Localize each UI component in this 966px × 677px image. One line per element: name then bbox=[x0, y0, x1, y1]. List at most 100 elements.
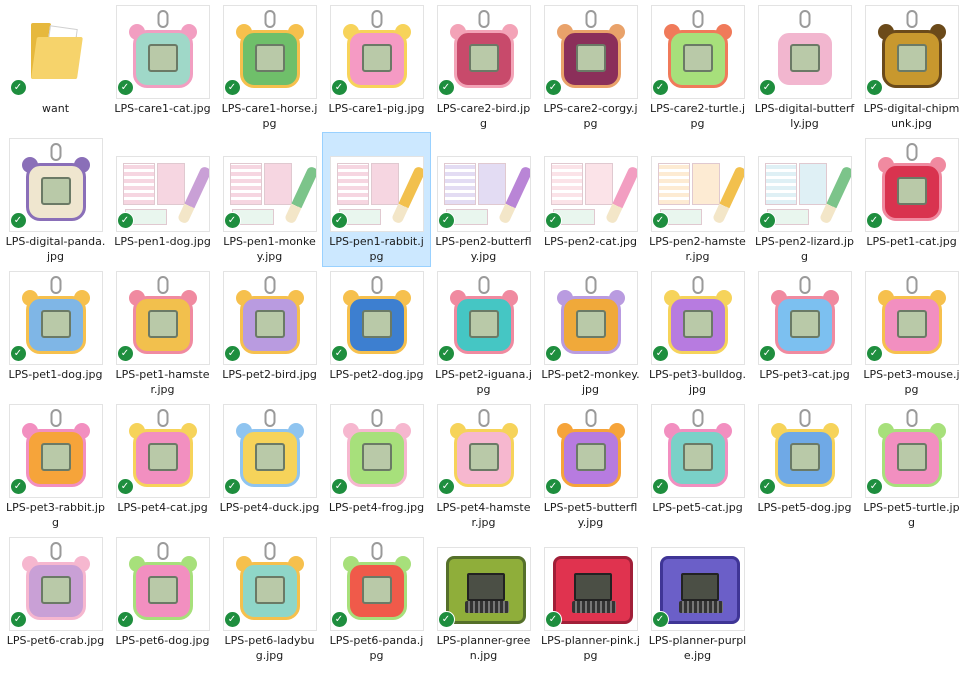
keychain-device-image bbox=[230, 276, 310, 360]
planner-device-image bbox=[445, 556, 526, 624]
file-item[interactable]: ✓ LPS-care1-horse.jpg bbox=[216, 0, 323, 133]
sync-status-check-icon: ✓ bbox=[865, 345, 883, 362]
planner-device-image bbox=[659, 556, 740, 624]
keychain-device-image bbox=[230, 10, 310, 94]
file-name-label: LPS-pet1-hamster.jpg bbox=[115, 368, 210, 396]
thumbnail-container: ✓ bbox=[220, 403, 320, 497]
image-thumbnail bbox=[116, 538, 209, 630]
thumbnail-container: ✓ bbox=[220, 4, 320, 98]
sync-status-check-icon: ✓ bbox=[865, 212, 883, 229]
sync-status-check-icon: ✓ bbox=[9, 345, 27, 362]
image-thumbnail bbox=[9, 272, 102, 364]
sync-status-check-icon: ✓ bbox=[544, 79, 562, 96]
file-item[interactable]: ✓ LPS-pet6-ladybug.jpg bbox=[216, 532, 323, 665]
file-item[interactable]: ✓ LPS-pet6-panda.jpg bbox=[323, 532, 430, 665]
file-item[interactable]: ✓ LPS-pet4-cat.jpg bbox=[109, 399, 216, 532]
stationery-set-image bbox=[333, 159, 423, 229]
file-item[interactable]: ✓ LPS-care2-corgy.jpg bbox=[537, 0, 644, 133]
sync-status-check-icon: ✓ bbox=[330, 611, 348, 628]
file-name-label: LPS-planner-purple.jpg bbox=[648, 634, 747, 662]
file-item[interactable]: ✓ LPS-pet4-duck.jpg bbox=[216, 399, 323, 532]
file-item[interactable]: ✓ LPS-pet1-hamster.jpg bbox=[109, 266, 216, 399]
file-item[interactable]: ✓ LPS-pet3-rabbit.jpg bbox=[2, 399, 109, 532]
keychain-device-image bbox=[872, 10, 952, 94]
file-name-label: LPS-pet3-mouse.jpg bbox=[863, 368, 960, 396]
thumbnail-container: ✓ bbox=[862, 137, 962, 231]
thumbnail-container: ✓ bbox=[541, 270, 641, 364]
sync-status-check-icon: ✓ bbox=[651, 478, 669, 495]
thumbnail-container: ✓ bbox=[541, 536, 641, 630]
file-item[interactable]: ✓ LPS-planner-green.jpg bbox=[430, 532, 537, 665]
image-thumbnail bbox=[437, 157, 530, 231]
file-item[interactable]: ✓ LPS-pen2-cat.jpg bbox=[537, 133, 644, 266]
file-item[interactable]: ✓ LPS-pet6-dog.jpg bbox=[109, 532, 216, 665]
file-name-label: LPS-digital-butterfly.jpg bbox=[754, 102, 855, 130]
file-item[interactable]: ✓ LPS-pet5-turtle.jpg bbox=[858, 399, 965, 532]
file-item[interactable]: ✓ LPS-pet2-dog.jpg bbox=[323, 266, 430, 399]
file-item[interactable]: ✓ LPS-pen2-lizard.jpg bbox=[751, 133, 858, 266]
image-thumbnail bbox=[651, 157, 744, 231]
keychain-device-image bbox=[337, 409, 417, 493]
file-item[interactable]: ✓ LPS-pet2-monkey.jpg bbox=[537, 266, 644, 399]
file-item[interactable]: ✓ LPS-care1-cat.jpg bbox=[109, 0, 216, 133]
file-item[interactable]: ✓ LPS-pet4-frog.jpg bbox=[323, 399, 430, 532]
sync-status-check-icon: ✓ bbox=[437, 478, 455, 495]
file-item[interactable]: ✓ LPS-digital-panda.jpg bbox=[2, 133, 109, 266]
file-item[interactable]: ✓ LPS-pet1-cat.jpg bbox=[858, 133, 965, 266]
file-item[interactable]: ✓ LPS-pet1-dog.jpg bbox=[2, 266, 109, 399]
sync-status-check-icon: ✓ bbox=[437, 79, 455, 96]
image-thumbnail bbox=[223, 6, 316, 98]
keychain-device-image bbox=[123, 10, 203, 94]
file-item[interactable]: ✓ LPS-care1-pig.jpg bbox=[323, 0, 430, 133]
thumbnail-container: ✓ bbox=[327, 137, 427, 231]
image-thumbnail bbox=[651, 548, 744, 630]
thumbnail-container: ✓ bbox=[6, 137, 106, 231]
image-thumbnail bbox=[330, 157, 423, 231]
file-name-label: LPS-care1-horse.jpg bbox=[221, 102, 318, 130]
file-item[interactable]: ✓ LPS-pen1-rabbit.jpg bbox=[322, 132, 431, 267]
keychain-device-image bbox=[123, 276, 203, 360]
sync-status-check-icon: ✓ bbox=[758, 345, 776, 362]
sync-status-check-icon: ✓ bbox=[9, 79, 27, 96]
sync-status-check-icon: ✓ bbox=[758, 212, 776, 229]
file-name-label: LPS-planner-green.jpg bbox=[436, 634, 531, 662]
file-item[interactable]: ✓ LPS-pet5-butterfly.jpg bbox=[537, 399, 644, 532]
stationery-set-image bbox=[226, 159, 316, 229]
file-name-label: LPS-pet4-duck.jpg bbox=[219, 501, 320, 514]
file-item[interactable]: ✓ LPS-pet6-crab.jpg bbox=[2, 532, 109, 665]
file-item[interactable]: ✓ LPS-pet2-bird.jpg bbox=[216, 266, 323, 399]
file-item[interactable]: ✓ LPS-pet3-mouse.jpg bbox=[858, 266, 965, 399]
file-item[interactable]: ✓ LPS-pet4-hamster.jpg bbox=[430, 399, 537, 532]
file-name-label: LPS-pet2-bird.jpg bbox=[222, 368, 317, 381]
image-thumbnail bbox=[116, 405, 209, 497]
file-item[interactable]: ✓ LPS-care2-bird.jpg bbox=[430, 0, 537, 133]
sync-status-check-icon: ✓ bbox=[116, 478, 134, 495]
image-thumbnail bbox=[865, 272, 958, 364]
file-item[interactable]: ✓ LPS-pet3-cat.jpg bbox=[751, 266, 858, 399]
file-item[interactable]: ✓ LPS-planner-pink.jpg bbox=[537, 532, 644, 665]
file-name-label: LPS-pet4-hamster.jpg bbox=[436, 501, 531, 529]
file-item[interactable]: ✓ LPS-pen1-monkey.jpg bbox=[216, 133, 323, 266]
file-item[interactable]: ✓ LPS-pet2-iguana.jpg bbox=[430, 266, 537, 399]
thumbnail-container: ✓ bbox=[434, 4, 534, 98]
thumbnail-container: ✓ bbox=[434, 137, 534, 231]
thumbnail-container: ✓ bbox=[113, 403, 213, 497]
file-item[interactable]: ✓ LPS-pet5-cat.jpg bbox=[644, 399, 751, 532]
file-item[interactable]: ✓ LPS-planner-purple.jpg bbox=[644, 532, 751, 665]
file-item[interactable]: ✓ LPS-care2-turtle.jpg bbox=[644, 0, 751, 133]
file-item[interactable]: ✓ LPS-pet5-dog.jpg bbox=[751, 399, 858, 532]
thumbnail-container: ✓ bbox=[434, 536, 534, 630]
file-item[interactable]: ✓ LPS-pet3-bulldog.jpg bbox=[644, 266, 751, 399]
keychain-device-image bbox=[551, 276, 631, 360]
thumbnail-container: ✓ bbox=[434, 403, 534, 497]
file-item[interactable]: ✓ LPS-digital-chipmunk.jpg bbox=[858, 0, 965, 133]
keychain-device-image bbox=[658, 409, 738, 493]
file-item[interactable]: ✓ want bbox=[2, 0, 109, 133]
file-item[interactable]: ✓ LPS-pen2-hamster.jpg bbox=[644, 133, 751, 266]
file-item[interactable]: ✓ LPS-digital-butterfly.jpg bbox=[751, 0, 858, 133]
file-item[interactable]: ✓ LPS-pen2-butterfly.jpg bbox=[430, 133, 537, 266]
thumbnail-container: ✓ bbox=[6, 403, 106, 497]
file-name-label: LPS-pet5-butterfly.jpg bbox=[543, 501, 638, 529]
sync-status-check-icon: ✓ bbox=[9, 611, 27, 628]
file-item[interactable]: ✓ LPS-pen1-dog.jpg bbox=[109, 133, 216, 266]
